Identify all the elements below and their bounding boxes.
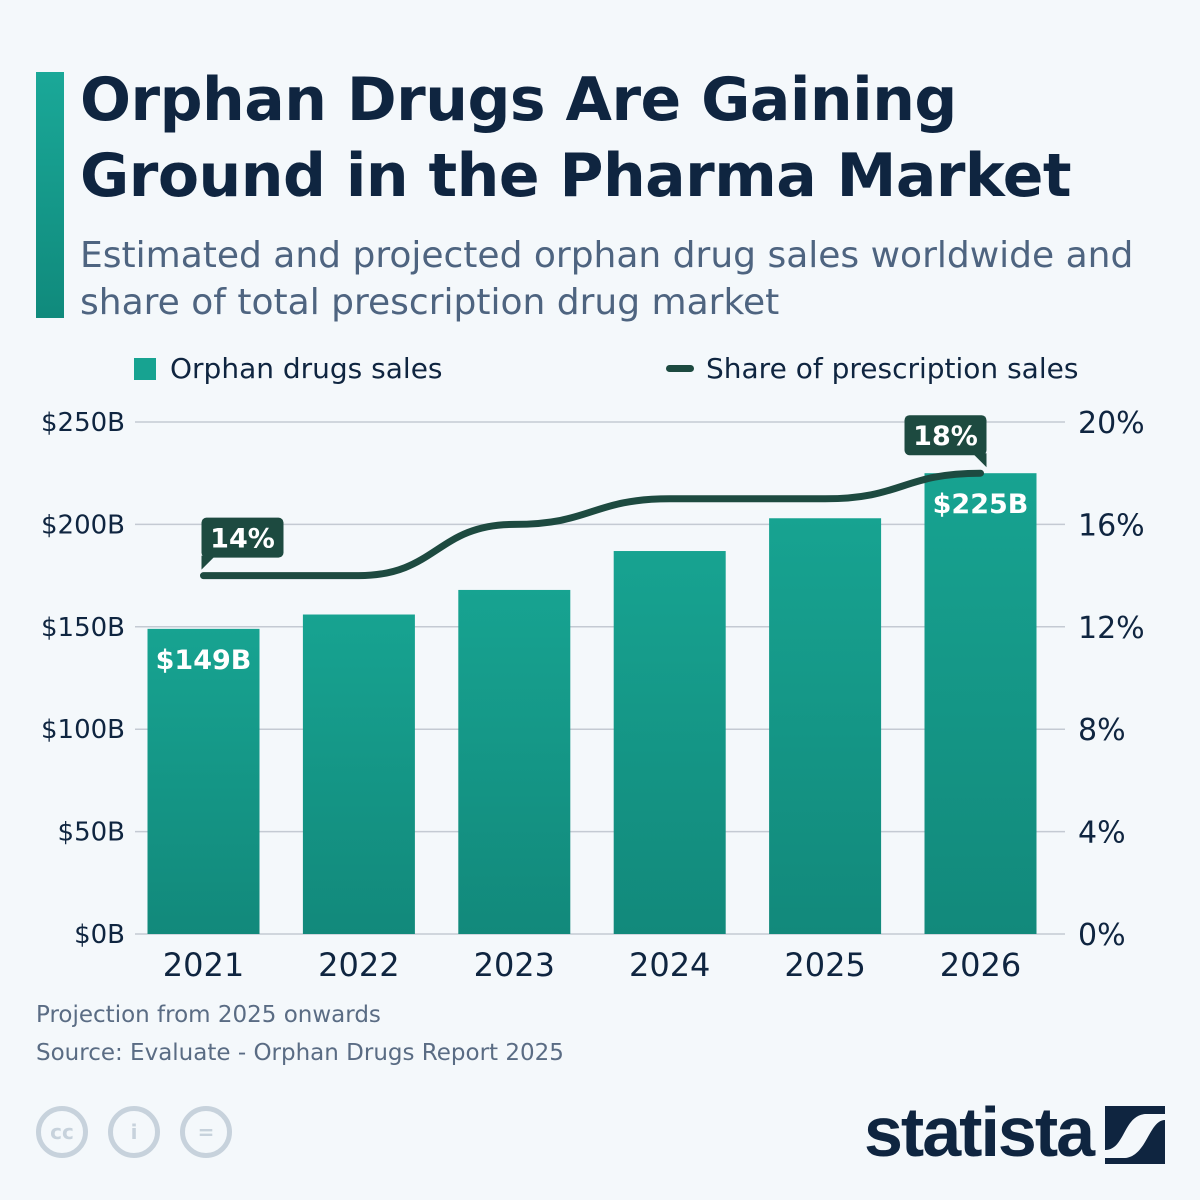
- right-axis-tick: 12%: [1078, 611, 1145, 646]
- legend-item-line: Share of prescription sales: [666, 352, 1078, 385]
- legend-swatch-line: [666, 365, 694, 372]
- bar-2021: [147, 628, 260, 934]
- line-callout-tail: [972, 453, 987, 468]
- bar-value-label: $149B: [156, 645, 252, 676]
- x-axis-tick: 2024: [629, 946, 710, 984]
- right-axis-tick: 0%: [1078, 918, 1126, 953]
- x-axis-tick: 2026: [940, 946, 1021, 984]
- bar-2025: [769, 518, 882, 934]
- line-callout-box: [904, 415, 987, 456]
- legend-item-bars: Orphan drugs sales: [134, 352, 443, 385]
- combo-chart: $0B 0% $50B 4% $100B 8% $150B 12% $200B 16% $250B 2…: [41, 406, 1145, 984]
- x-axis-tick: 2022: [318, 946, 399, 984]
- cc-icon[interactable]: cc: [36, 1106, 88, 1158]
- left-axis-tick: $150B: [41, 613, 125, 643]
- legend-label: Share of prescription sales: [706, 352, 1079, 385]
- chart-subtitle: Estimated and projected orphan drug sale…: [80, 235, 1134, 323]
- source-note: Source: Evaluate - Orphan Drugs Report 2…: [36, 1040, 564, 1066]
- x-axis-tick: 2021: [163, 946, 244, 984]
- bar-2026: [924, 473, 1037, 934]
- x-axis-tick: 2023: [474, 946, 555, 984]
- bar-value-label: $225B: [933, 489, 1029, 520]
- legend-swatch-bar: [134, 357, 156, 380]
- projection-note: Projection from 2025 onwards: [36, 1002, 381, 1028]
- line-callout-box: [201, 517, 284, 558]
- line-value-label: 18%: [913, 421, 978, 452]
- statista-logo[interactable]: statista: [864, 1092, 1095, 1172]
- line-value-label: 14%: [210, 524, 275, 555]
- right-axis-tick: 8%: [1078, 713, 1126, 748]
- share-line: [200, 469, 984, 580]
- left-axis-tick: $250B: [41, 408, 125, 438]
- left-axis-tick: $0B: [74, 920, 125, 950]
- accent-bar: [36, 72, 64, 318]
- bar-2024: [613, 551, 726, 934]
- statista-logo-icon: [1105, 1106, 1165, 1164]
- line-callout-tail: [201, 555, 216, 570]
- bar-2023: [458, 589, 571, 934]
- bar-2022: [302, 614, 415, 934]
- left-axis-tick: $200B: [41, 510, 125, 540]
- attribution-icon[interactable]: i: [108, 1106, 160, 1158]
- left-axis-tick: $50B: [58, 818, 125, 848]
- left-axis-tick: $100B: [41, 715, 125, 745]
- right-axis-tick: 20%: [1078, 406, 1145, 441]
- brand-text: statista: [864, 1093, 1095, 1171]
- right-axis-tick: 16%: [1078, 508, 1145, 543]
- x-axis-tick: 2025: [784, 946, 865, 984]
- chart-title: Orphan Drugs Are Gaining Ground in the P…: [80, 65, 1072, 211]
- no-derivatives-icon[interactable]: =: [180, 1106, 232, 1158]
- right-axis-tick: 4%: [1078, 816, 1126, 851]
- legend-label: Orphan drugs sales: [170, 352, 443, 385]
